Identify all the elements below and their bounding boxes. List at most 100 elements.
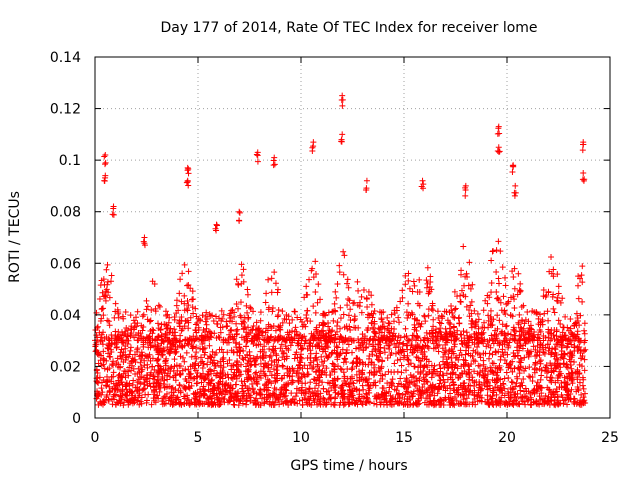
- data-point: [400, 340, 407, 347]
- data-point: [112, 392, 119, 399]
- data-point: [574, 374, 581, 381]
- data-point: [161, 347, 168, 354]
- data-point: [118, 373, 125, 380]
- data-points: [92, 92, 589, 409]
- data-point: [327, 328, 334, 335]
- data-point: [433, 400, 440, 407]
- data-point: [559, 329, 566, 336]
- data-point: [343, 358, 350, 365]
- data-point: [309, 144, 316, 151]
- data-point: [546, 345, 553, 352]
- data-point: [181, 358, 188, 365]
- data-point: [110, 211, 117, 218]
- data-point: [468, 298, 475, 305]
- data-point: [265, 321, 272, 328]
- data-point: [171, 356, 178, 363]
- data-point: [122, 357, 129, 364]
- data-point: [100, 399, 107, 406]
- data-point: [278, 387, 285, 394]
- data-point: [276, 326, 283, 333]
- data-point: [294, 339, 301, 346]
- data-point: [469, 281, 476, 288]
- data-point: [113, 360, 120, 367]
- data-point: [301, 340, 308, 347]
- data-point: [363, 177, 370, 184]
- data-point: [478, 337, 485, 344]
- data-point: [393, 307, 400, 314]
- data-point: [100, 276, 107, 283]
- data-point: [574, 366, 581, 373]
- data-point: [234, 326, 241, 333]
- data-point: [140, 323, 147, 330]
- data-point: [476, 379, 483, 386]
- data-point: [319, 367, 326, 374]
- data-point: [254, 381, 261, 388]
- data-point: [271, 154, 278, 161]
- data-point: [548, 350, 555, 357]
- data-point: [552, 350, 559, 357]
- data-point: [557, 370, 564, 377]
- data-point: [542, 364, 549, 371]
- data-point: [437, 325, 444, 332]
- data-point: [414, 341, 421, 348]
- data-point: [249, 386, 256, 393]
- data-point: [458, 337, 465, 344]
- data-point: [184, 298, 191, 305]
- data-point: [391, 340, 398, 347]
- data-point: [371, 318, 378, 325]
- data-point: [409, 332, 416, 339]
- data-point: [192, 353, 199, 360]
- data-point: [378, 335, 385, 342]
- data-point: [230, 401, 237, 408]
- data-point: [279, 319, 286, 326]
- data-point: [272, 327, 279, 334]
- data-point: [366, 336, 373, 343]
- data-point: [537, 321, 544, 328]
- data-point: [132, 370, 139, 377]
- data-point: [226, 312, 233, 319]
- data-point: [368, 369, 375, 376]
- data-point: [457, 298, 464, 305]
- data-point: [460, 243, 467, 250]
- data-point: [238, 261, 245, 268]
- data-point: [316, 367, 323, 374]
- data-point: [471, 382, 478, 389]
- data-point: [185, 182, 192, 189]
- data-point: [480, 379, 487, 386]
- data-point: [488, 315, 495, 322]
- data-point: [155, 351, 162, 358]
- data-point: [143, 297, 150, 304]
- data-point: [344, 375, 351, 382]
- data-point: [245, 390, 252, 397]
- data-point: [458, 287, 465, 294]
- data-point: [560, 360, 567, 367]
- data-point: [240, 278, 247, 285]
- data-point: [225, 336, 232, 343]
- data-point: [192, 305, 199, 312]
- data-point: [389, 396, 396, 403]
- data-point: [334, 354, 341, 361]
- data-point: [477, 386, 484, 393]
- data-point: [130, 397, 137, 404]
- data-point: [497, 248, 504, 255]
- data-point: [474, 336, 481, 343]
- data-point: [486, 355, 493, 362]
- data-point: [252, 370, 259, 377]
- data-point: [104, 344, 111, 351]
- data-point: [322, 348, 329, 355]
- data-point: [384, 380, 391, 387]
- data-point: [122, 309, 129, 316]
- data-point: [115, 310, 122, 317]
- data-point: [238, 361, 245, 368]
- data-point: [503, 369, 510, 376]
- data-point: [529, 377, 536, 384]
- data-point: [330, 361, 337, 368]
- data-point: [321, 337, 328, 344]
- data-point: [484, 386, 491, 393]
- data-point: [532, 353, 539, 360]
- data-point: [530, 343, 537, 350]
- data-point: [448, 399, 455, 406]
- data-point: [181, 395, 188, 402]
- data-point: [422, 318, 429, 325]
- data-point: [220, 354, 227, 361]
